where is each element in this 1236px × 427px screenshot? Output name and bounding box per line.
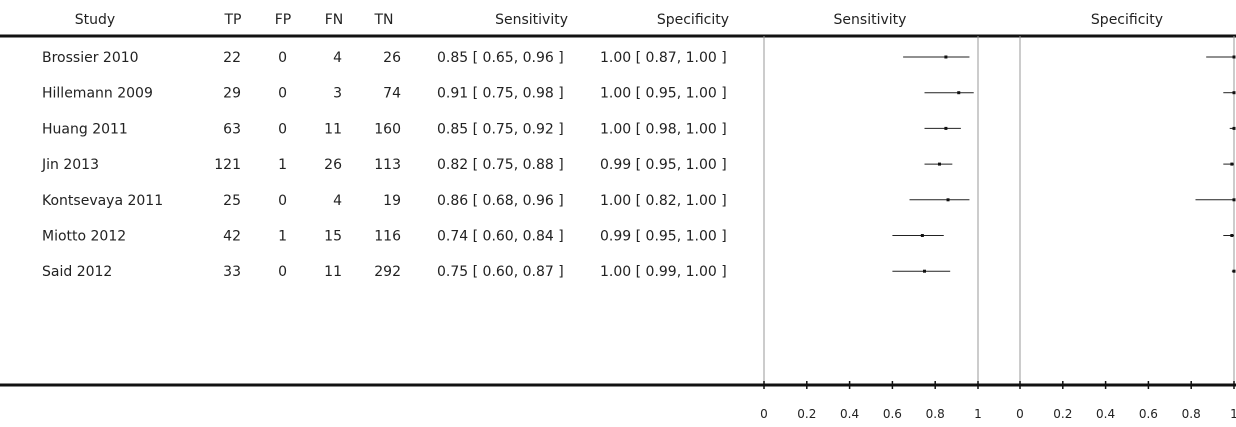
point-estimate [937, 162, 941, 166]
fp-value: 0 [278, 50, 287, 66]
sensitivity-ci-text: 0.85 [ 0.65, 0.96 ] [437, 50, 564, 66]
point-estimate [1232, 198, 1236, 202]
point-estimate [1232, 55, 1236, 59]
point-estimate [946, 198, 950, 202]
study-name: Kontsevaya 2011 [42, 193, 163, 209]
fn-value: 26 [324, 157, 342, 173]
header-fn: FN [325, 12, 344, 28]
header-fp: FP [275, 12, 292, 28]
tp-value: 29 [223, 86, 241, 102]
table-row: Brossier 2010 22 0 4 26 0.85 [ 0.65, 0.96 ] 1.… [42, 50, 727, 66]
header-sensitivity: Sensitivity [495, 12, 568, 28]
fp-value: 0 [278, 86, 287, 102]
point-estimate [1232, 91, 1236, 95]
table-row: Huang 2011 63 0 11 160 0.85 [ 0.75, 0.92 ] 1.0… [42, 121, 727, 137]
point-estimate [944, 126, 948, 130]
tn-value: 116 [374, 229, 401, 245]
header-specificity: Specificity [657, 12, 729, 28]
plot-panels: 0 0.2 0.4 0.6 0.8 1 0 0.2 0.4 0.6 0.8 1 [760, 36, 1236, 421]
fn-value: 3 [333, 86, 342, 102]
specificity-ci-text: 1.00 [ 0.95, 1.00 ] [600, 86, 727, 102]
fp-value: 0 [278, 264, 287, 280]
axis-tick-label: 0.2 [797, 407, 816, 421]
table-row: Hillemann 2009 29 0 3 74 0.91 [ 0.75, 0.98 ] 1… [42, 86, 727, 102]
tp-value: 22 [223, 50, 241, 66]
sensitivity-ci-text: 0.74 [ 0.60, 0.84 ] [437, 229, 564, 245]
tp-value: 42 [223, 229, 241, 245]
tn-value: 292 [374, 264, 401, 280]
axis-tick-label: 0.2 [1053, 407, 1072, 421]
study-name: Said 2012 [42, 264, 112, 280]
axis-tick-label: 0 [1016, 407, 1024, 421]
point-estimate [923, 269, 926, 273]
fn-value: 15 [324, 229, 342, 245]
table-row: Kontsevaya 2011 25 0 4 19 0.86 [ 0.68, 0.96 ]… [42, 193, 727, 209]
fn-value: 4 [333, 50, 342, 66]
tp-value: 25 [223, 193, 241, 209]
panel-title-sensitivity: Sensitivity [834, 12, 907, 28]
tn-value: 160 [374, 121, 401, 137]
header-tn: TN [373, 12, 393, 28]
specificity-panel: 0 0.2 0.4 0.6 0.8 1 [1016, 36, 1236, 421]
specificity-ci-text: 1.00 [ 0.98, 1.00 ] [600, 121, 727, 137]
axis-tick-label: 1 [974, 407, 982, 421]
fn-value: 4 [333, 193, 342, 209]
point-estimate [944, 55, 948, 59]
tp-value: 121 [214, 157, 241, 173]
fp-value: 1 [278, 157, 287, 173]
point-estimate [1232, 126, 1236, 130]
study-rows: Brossier 2010 22 0 4 26 0.85 [ 0.65, 0.96 ] 1.… [41, 50, 727, 280]
tn-value: 19 [383, 193, 401, 209]
fp-value: 0 [278, 121, 287, 137]
table-row: Miotto 2012 42 1 15 116 0.74 [ 0.60, 0.84 ] 0.… [42, 229, 727, 245]
specificity-ci-text: 1.00 [ 0.99, 1.00 ] [600, 264, 727, 280]
axis-tick-label: 0.6 [883, 407, 902, 421]
point-estimate [920, 234, 924, 237]
axis-tick-label: 0 [760, 407, 768, 421]
point-estimate [1230, 162, 1234, 166]
sensitivity-ci-text: 0.82 [ 0.75, 0.88 ] [437, 157, 564, 173]
tp-value: 33 [223, 264, 241, 280]
axis-tick-label: 0.8 [926, 407, 945, 421]
tn-value: 74 [383, 86, 401, 102]
axis-tick-label: 0.4 [840, 407, 859, 421]
tn-value: 26 [383, 50, 401, 66]
tn-value: 113 [374, 157, 401, 173]
header-study: Study [75, 12, 115, 28]
header-tp: TP [224, 12, 242, 28]
axis-tick-label: 0.8 [1182, 407, 1201, 421]
point-estimate [1230, 234, 1234, 237]
study-name: Jin 2013 [41, 157, 99, 173]
sensitivity-ci-text: 0.75 [ 0.60, 0.87 ] [437, 264, 564, 280]
tp-value: 63 [223, 121, 241, 137]
panel-title-specificity: Specificity [1091, 12, 1163, 28]
fn-value: 11 [324, 264, 342, 280]
sensitivity-ci-text: 0.85 [ 0.75, 0.92 ] [437, 121, 564, 137]
table-row: Said 2012 33 0 11 292 0.75 [ 0.60, 0.87 ] 1.00… [42, 264, 727, 280]
fp-value: 1 [278, 229, 287, 245]
fn-value: 11 [324, 121, 342, 137]
specificity-ci-text: 1.00 [ 0.87, 1.00 ] [600, 50, 727, 66]
axis-tick-label: 1 [1230, 407, 1236, 421]
sensitivity-ci-text: 0.91 [ 0.75, 0.98 ] [437, 86, 564, 102]
point-estimate [957, 91, 961, 95]
study-name: Brossier 2010 [42, 50, 139, 66]
header-row: Study TP FP FN TN Sensitivity Specificit… [75, 12, 1163, 28]
specificity-ci-text: 0.99 [ 0.95, 1.00 ] [600, 157, 727, 173]
point-estimate [1232, 269, 1236, 273]
study-name: Miotto 2012 [42, 229, 126, 245]
axis-tick-label: 0.6 [1139, 407, 1158, 421]
specificity-ci-text: 0.99 [ 0.95, 1.00 ] [600, 229, 727, 245]
sensitivity-ci-text: 0.86 [ 0.68, 0.96 ] [437, 193, 564, 209]
table-row: Jin 2013 121 1 26 113 0.82 [ 0.75, 0.88 ] 0.99… [41, 157, 727, 173]
study-name: Huang 2011 [42, 121, 128, 137]
axis-tick-label: 0.4 [1096, 407, 1115, 421]
study-name: Hillemann 2009 [42, 86, 153, 102]
specificity-ci-text: 1.00 [ 0.82, 1.00 ] [600, 193, 727, 209]
sensitivity-panel: 0 0.2 0.4 0.6 0.8 1 [760, 36, 982, 421]
fp-value: 0 [278, 193, 287, 209]
